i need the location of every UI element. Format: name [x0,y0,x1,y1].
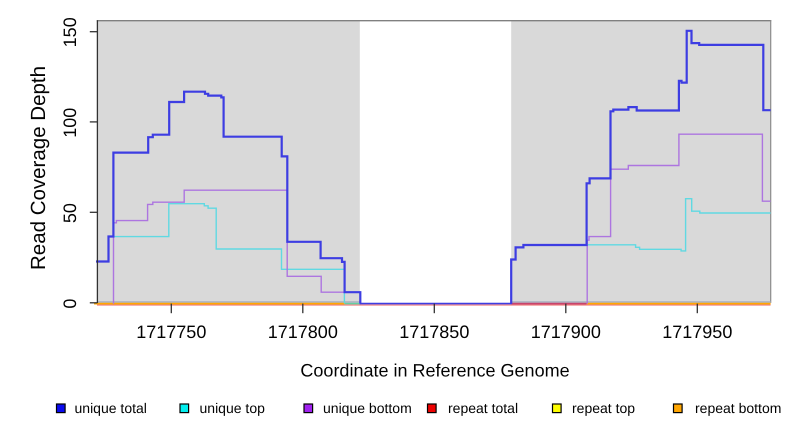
svg-text:repeat bottom: repeat bottom [695,400,781,416]
svg-text:1717800: 1717800 [268,322,338,342]
svg-text:repeat top: repeat top [572,400,635,416]
svg-text:unique total: unique total [75,400,147,416]
svg-text:0: 0 [60,299,80,309]
svg-text:Coordinate in Reference Genome: Coordinate in Reference Genome [300,361,569,381]
svg-text:repeat total: repeat total [448,400,518,416]
svg-text:1717900: 1717900 [531,322,601,342]
svg-text:Read Coverage Depth: Read Coverage Depth [27,66,50,270]
svg-text:unique top: unique top [200,400,266,416]
svg-text:1717750: 1717750 [136,322,206,342]
svg-text:1717850: 1717850 [399,322,469,342]
svg-text:1717950: 1717950 [662,322,732,342]
svg-text:50: 50 [60,203,80,223]
svg-text:unique bottom: unique bottom [323,400,412,416]
svg-text:150: 150 [60,17,80,47]
svg-text:100: 100 [60,108,80,138]
